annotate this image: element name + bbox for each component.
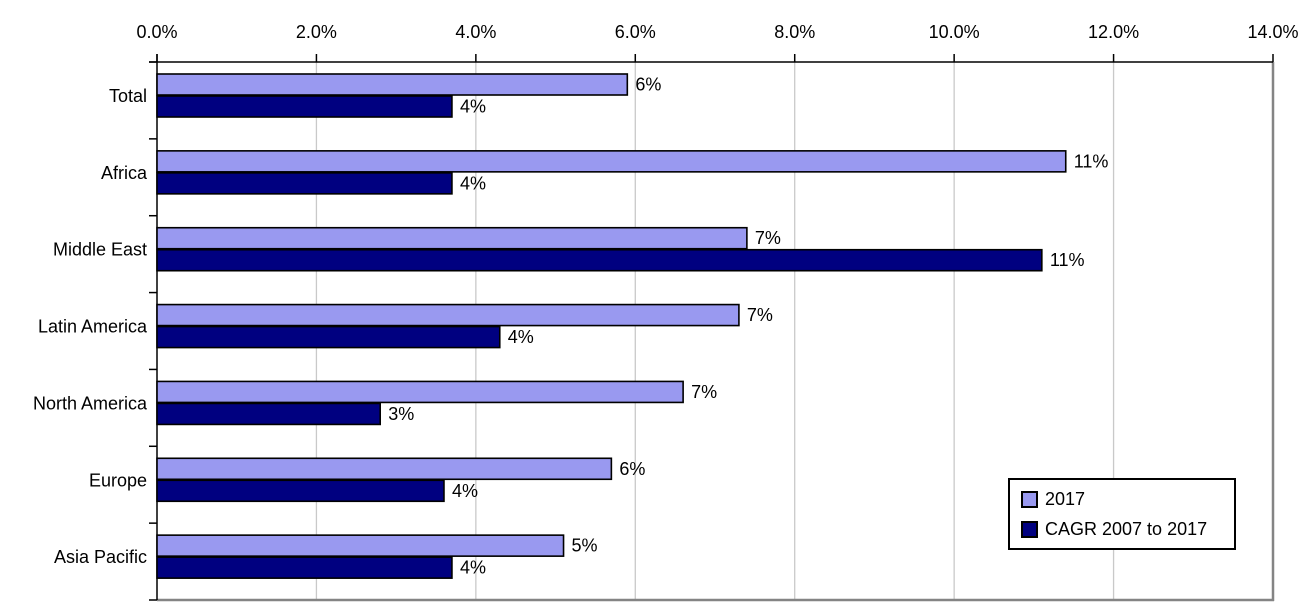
bar-cagr-0 xyxy=(156,95,453,118)
legend-label-2017: 2017 xyxy=(1045,489,1086,509)
bar-value-label: 6% xyxy=(619,459,645,479)
legend-swatch-2017-icon xyxy=(1021,490,1038,508)
bar-value-label: 7% xyxy=(691,382,717,402)
bar-cagr-1 xyxy=(156,172,453,195)
bar-2017-2 xyxy=(156,226,748,250)
bar-cagr-4 xyxy=(156,402,381,426)
legend-entry-cagr: CAGR 2007 to 2017 xyxy=(1021,520,1234,538)
x-tick-label: 4.0% xyxy=(455,22,496,42)
bar-cagr-5 xyxy=(156,479,445,503)
x-tick-label: 8.0% xyxy=(774,22,815,42)
x-tick-label: 14.0% xyxy=(1247,22,1298,42)
bar-cagr-3 xyxy=(156,325,501,349)
category-label: Asia Pacific xyxy=(54,547,147,567)
category-label: Middle East xyxy=(53,240,147,260)
bar-cagr-6 xyxy=(156,556,453,579)
bar-value-label: 4% xyxy=(460,173,486,193)
category-label: Africa xyxy=(101,163,148,183)
category-label: Total xyxy=(109,86,147,106)
bar-value-label: 6% xyxy=(635,75,661,95)
bar-value-label: 11% xyxy=(1074,151,1109,171)
bar-2017-1 xyxy=(156,150,1067,173)
bar-value-label: 5% xyxy=(572,536,598,556)
bar-2017-6 xyxy=(156,534,565,557)
bar-cagr-2 xyxy=(156,248,1043,272)
x-tick-label: 6.0% xyxy=(615,22,656,42)
category-label: Latin America xyxy=(38,317,148,337)
bar-2017-0 xyxy=(156,73,629,96)
legend-swatch-cagr-icon xyxy=(1021,520,1038,538)
bar-2017-4 xyxy=(156,380,684,404)
bar-value-label: 11% xyxy=(1050,250,1085,270)
legend: 2017 CAGR 2007 to 2017 xyxy=(1008,478,1236,550)
bar-2017-5 xyxy=(156,457,613,481)
category-label: North America xyxy=(33,393,148,413)
legend-label-cagr: CAGR 2007 to 2017 xyxy=(1045,519,1208,539)
bar-value-label: 4% xyxy=(508,327,534,347)
bar-value-label: 7% xyxy=(755,228,781,248)
x-tick-label: 2.0% xyxy=(296,22,337,42)
bar-value-label: 4% xyxy=(460,558,486,578)
bar-value-label: 7% xyxy=(747,305,773,325)
category-label: Europe xyxy=(89,470,147,490)
x-tick-label: 10.0% xyxy=(929,22,980,42)
bar-value-label: 4% xyxy=(460,97,486,117)
x-tick-label: 0.0% xyxy=(136,22,177,42)
bar-value-label: 3% xyxy=(388,404,414,424)
x-tick-label: 12.0% xyxy=(1088,22,1139,42)
bar-2017-3 xyxy=(156,303,740,327)
legend-entry-2017: 2017 xyxy=(1021,490,1234,508)
bar-value-label: 4% xyxy=(452,481,478,501)
